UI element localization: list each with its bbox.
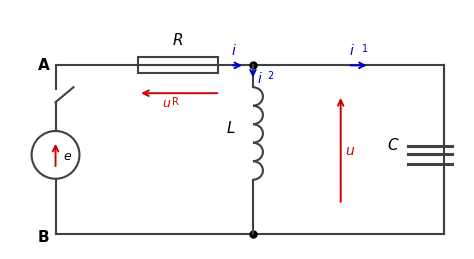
- Text: A: A: [37, 58, 49, 73]
- Text: R: R: [173, 33, 183, 48]
- Text: R: R: [172, 97, 179, 107]
- Text: i: i: [350, 44, 354, 58]
- Text: L: L: [227, 121, 235, 136]
- Text: 1: 1: [362, 44, 368, 54]
- Text: e: e: [64, 150, 71, 163]
- Text: u: u: [162, 97, 170, 110]
- Text: C: C: [387, 138, 398, 153]
- Text: i: i: [258, 72, 262, 86]
- Text: u: u: [346, 144, 355, 158]
- Bar: [138, 57, 218, 73]
- Text: i: i: [232, 44, 236, 58]
- Text: B: B: [37, 231, 49, 245]
- Text: 2: 2: [267, 71, 273, 81]
